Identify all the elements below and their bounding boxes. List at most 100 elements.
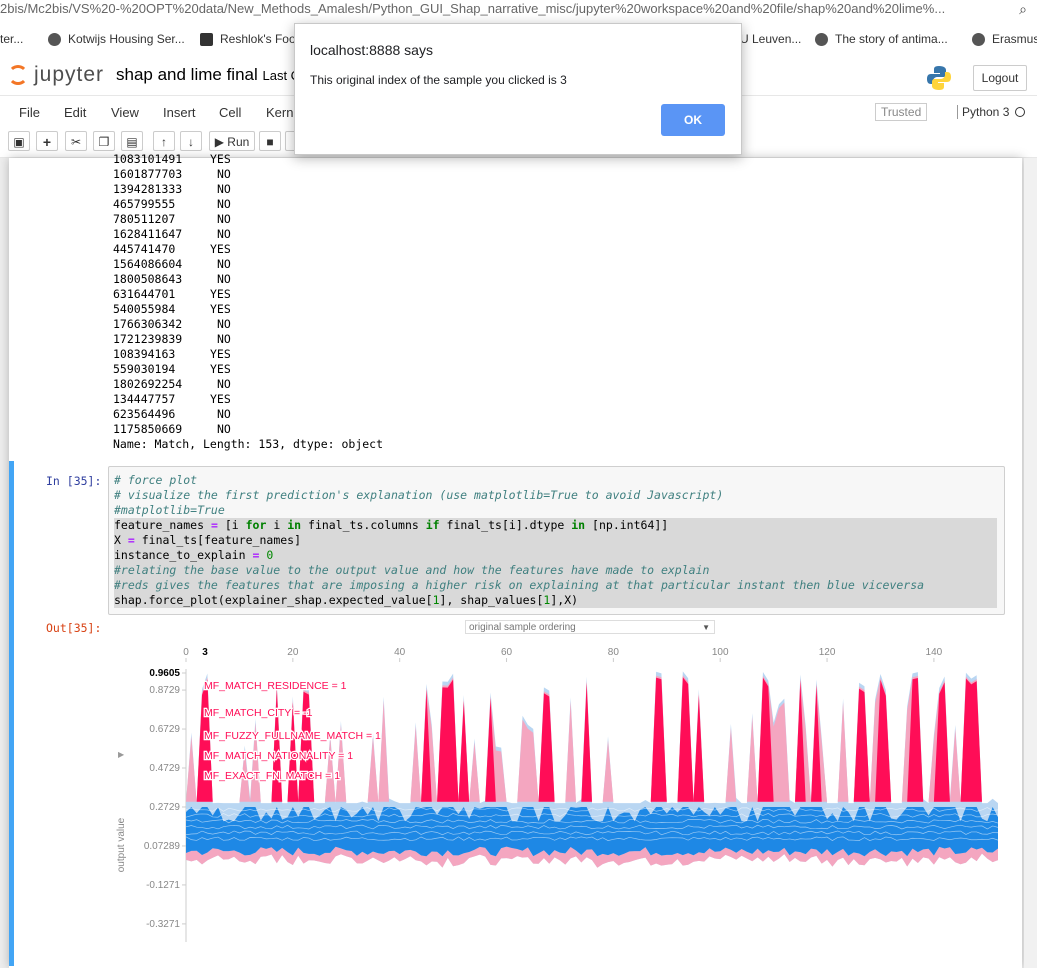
bookmark-item[interactable]: ter... (0, 32, 24, 46)
arrow-down-icon: ↓ (188, 135, 194, 149)
force-plot-axes: 0.9605 0.8729 0.6729 0.4729 0.2729 0.07289 -0.… (116, 647, 943, 942)
jupyter-logo[interactable]: jupyter (8, 63, 104, 87)
feature-label: MF_MATCH_RESIDENCE = 1 (204, 680, 347, 692)
output-row: 1175850669 NO (113, 422, 231, 437)
paste-icon: ▤ (126, 135, 138, 149)
bookmark-item[interactable]: The story of antima... (815, 32, 948, 46)
y-tick-label: -0.1271 (146, 880, 180, 891)
interrupt-button[interactable]: ■ (259, 131, 281, 151)
scrollbar[interactable] (1024, 158, 1037, 968)
save-button[interactable]: ▣ (8, 131, 30, 151)
cut-button[interactable]: ✂ (65, 131, 87, 151)
x-tick-label: 60 (501, 647, 513, 658)
code-line: # force plot (114, 473, 198, 487)
url-text[interactable]: 2bis/Mc2bis/VS%20-%20OPT%20data/New_Meth… (0, 1, 946, 16)
output-row: 1628411647 NO (113, 227, 231, 242)
magnifier-icon[interactable]: ⌕ (1019, 1, 1027, 17)
code-input-area[interactable]: # force plot # visualize the first predic… (108, 466, 1005, 615)
bookmark-favicon-icon (200, 32, 213, 46)
y-tick-label: -0.3271 (146, 919, 180, 930)
alert-dialog: localhost:8888 says This original index … (294, 23, 742, 155)
plus-icon: + (42, 134, 52, 150)
output-row-id: 540055984 (113, 302, 176, 316)
bookmark-item[interactable]: Kotwijs Housing Ser... (48, 32, 185, 46)
output-row: 780511207 NO (113, 212, 231, 227)
logout-button[interactable]: Logout (973, 65, 1027, 91)
feature-label: MF_MATCH_NATIONALITY = 1 (204, 750, 353, 762)
output-row-id: 1601877703 (113, 167, 183, 181)
force-area-separator (185, 818, 999, 824)
output-row-match: YES (210, 347, 231, 361)
output-row-match: YES (210, 392, 231, 406)
scissors-icon: ✂ (70, 135, 82, 149)
input-prompt: In [35]: (46, 474, 102, 488)
output-row-id: 631644701 (113, 287, 176, 301)
code-line: shap.force_plot(explainer_shap.expected_… (114, 593, 579, 607)
menu-file[interactable]: File (19, 105, 40, 120)
force-area-negative (186, 806, 998, 857)
force-area-separator (185, 836, 999, 842)
output-row: 1766306342 NO (113, 317, 231, 332)
bookmark-item[interactable]: U Leuven... (740, 32, 802, 46)
x-tick-label: 80 (608, 647, 620, 658)
y-axis-label: output value (116, 817, 127, 872)
output-row-id: 1800508643 (113, 272, 183, 286)
logo-text: jupyter (34, 63, 105, 86)
code-cell[interactable] (9, 461, 1009, 966)
address-bar[interactable]: 2bis/Mc2bis/VS%20-%20OPT%20data/New_Meth… (0, 0, 1037, 24)
floppy-icon: ▣ (13, 135, 25, 149)
notebook-title[interactable]: shap and lime final Last C (116, 65, 301, 84)
output-row: 445741470 YES (113, 242, 231, 257)
ordering-select[interactable]: original sample ordering ▼ (465, 620, 715, 634)
x-tick-label: 20 (287, 647, 299, 658)
output-row-match: NO (217, 377, 231, 391)
arrow-up-icon: ↑ (161, 135, 167, 149)
output-row-match: NO (217, 197, 231, 211)
copy-button[interactable]: ❐ (93, 131, 115, 151)
menu-edit[interactable]: Edit (64, 105, 87, 120)
force-plot-areas[interactable] (185, 671, 999, 868)
paste-button[interactable]: ▤ (121, 131, 143, 151)
bookmark-item[interactable]: Reshlok's Foo (200, 32, 296, 46)
output-row-id: 445741470 (113, 242, 176, 256)
move-up-button[interactable]: ↑ (153, 131, 175, 151)
bookmark-favicon-icon (972, 32, 985, 46)
bookmark-item[interactable]: Erasmus (972, 32, 1037, 46)
menu-insert[interactable]: Insert (163, 105, 196, 120)
force-area-separator (185, 807, 999, 812)
menu-kernel[interactable]: Kern (266, 105, 294, 120)
output-row: 1394281333 NO (113, 182, 231, 197)
force-plot[interactable]: 0.9605 0.8729 0.6729 0.4729 0.2729 0.07289 -0.… (100, 640, 1010, 960)
output-row-id: 780511207 (113, 212, 176, 226)
jupyter-logo-icon (8, 65, 28, 85)
output-row-match: NO (217, 422, 231, 436)
menu-view[interactable]: View (111, 105, 139, 120)
step-forward-icon: ▶︎ (214, 135, 224, 149)
code-line: #reds gives the features that are imposi… (114, 578, 925, 592)
y-tick-label: 0.9605 (149, 668, 180, 679)
output-row-id: 134447757 (113, 392, 176, 406)
output-row-id: 465799555 (113, 197, 176, 211)
x-highlight-label: 3 (202, 647, 208, 658)
y-tick-label: 0.07289 (144, 841, 181, 852)
code-line: #relating the base value to the output v… (114, 563, 710, 577)
menu-cell[interactable]: Cell (219, 105, 242, 120)
output-row-match: NO (217, 227, 231, 241)
output-row-id: 1628411647 (113, 227, 183, 241)
x-tick-label: 100 (712, 647, 729, 658)
ok-button[interactable]: OK (661, 104, 725, 136)
output-row-id: 1175850669 (113, 422, 183, 436)
output-row-match: NO (217, 407, 231, 421)
output-row-match: YES (210, 362, 231, 376)
output-row-match: NO (217, 332, 231, 346)
move-down-button[interactable]: ↓ (180, 131, 202, 151)
output-row-match: YES (210, 302, 231, 316)
force-area-separator (185, 813, 999, 818)
trusted-indicator[interactable]: Trusted (875, 103, 928, 121)
output-row: 1083101491 YES (113, 152, 231, 167)
expand-arrow-icon[interactable]: ▶ (118, 750, 125, 759)
y-tick-label: 0.4729 (149, 763, 180, 774)
run-button[interactable]: ▶︎ Run (209, 131, 255, 151)
insert-cell-button[interactable]: + (36, 131, 58, 151)
output-row-id: 1721239839 (113, 332, 183, 346)
